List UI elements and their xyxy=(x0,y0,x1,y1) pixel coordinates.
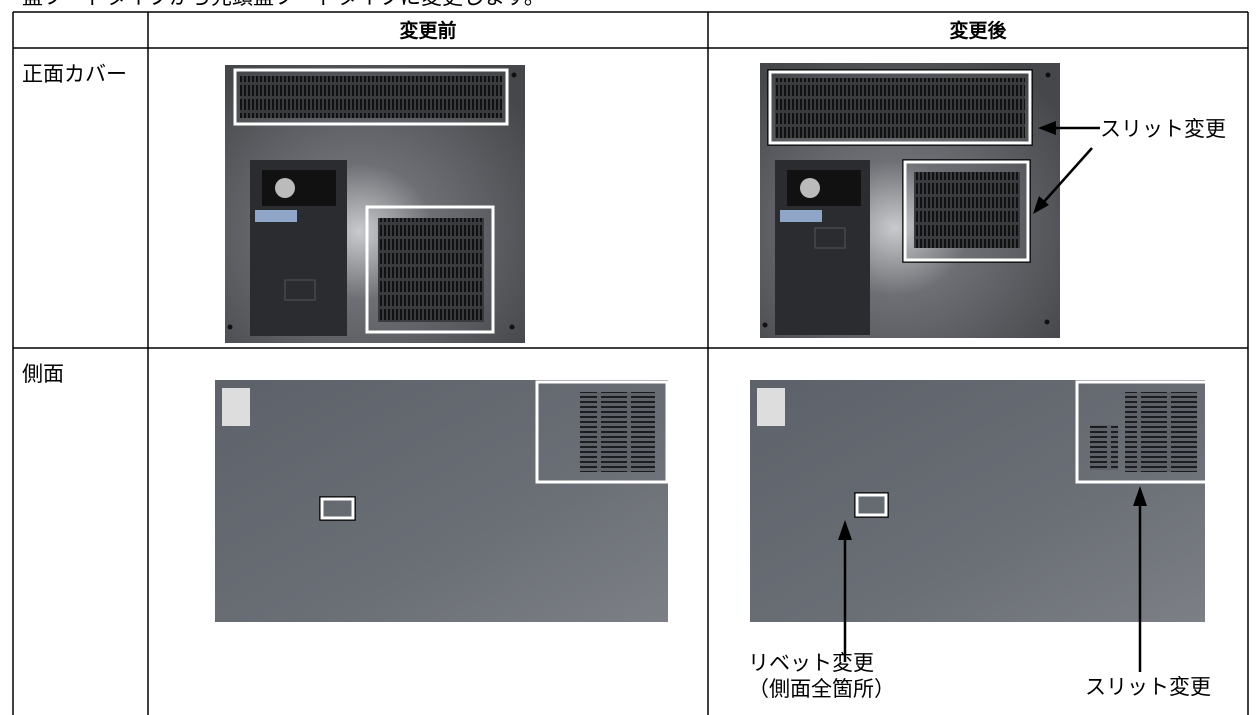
annotation: スリット変更 xyxy=(1100,117,1226,141)
intro-text: 盤フードタイプから先頭盤フードタイプに変更します。 xyxy=(22,0,545,9)
column-header: 変更前 xyxy=(399,19,456,42)
photo-front-after xyxy=(760,63,1060,338)
annotation: （側面全箇所） xyxy=(748,677,895,701)
annotation: リベット変更 xyxy=(748,651,874,675)
table-grid xyxy=(12,11,1249,715)
row-label: 正面カバー xyxy=(22,62,127,86)
row-label: 側面 xyxy=(22,362,64,386)
photo-side-before xyxy=(215,380,669,622)
annotation-arrows xyxy=(1033,121,1100,214)
photo-side-after xyxy=(750,380,1209,622)
photo-front-before xyxy=(225,65,525,343)
column-header: 変更後 xyxy=(949,19,1007,42)
annotation-arrows xyxy=(838,486,1147,672)
annotation: スリット変更 xyxy=(1085,675,1211,699)
